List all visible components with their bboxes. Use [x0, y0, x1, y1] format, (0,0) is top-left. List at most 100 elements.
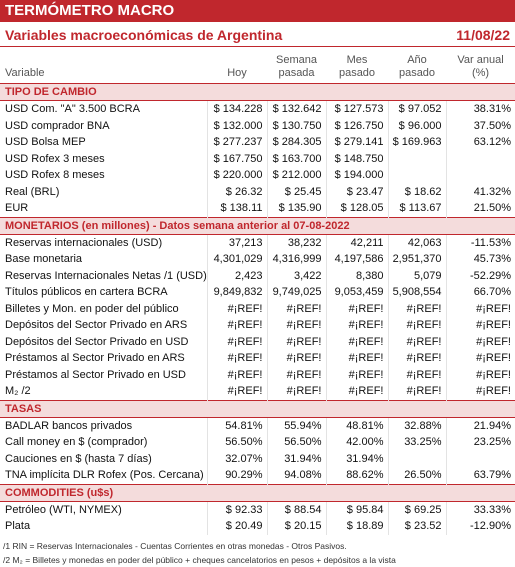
- section-row: COMMODITIES (u$s): [0, 483, 515, 502]
- cell: $ 113.67: [387, 200, 446, 217]
- cell: 37.50%: [445, 117, 515, 134]
- column-header: Var anual (%): [446, 47, 515, 84]
- date: 11/08/22: [456, 27, 510, 43]
- cell: 5,908,554: [387, 284, 446, 301]
- data-row: Reservas Internacionales Netas /1 (USD) 2…: [0, 267, 515, 284]
- column-header: Mes pasado: [326, 47, 388, 84]
- data-row: Base monetaria 4,301,029 4,316,999 4,197,58…: [0, 251, 515, 268]
- cell: #¡REF!: [445, 350, 515, 367]
- cell: 90.29%: [206, 467, 267, 484]
- data-row: USD Com. "A" 3.500 BCRA $ 134.228 $ 132.64…: [0, 100, 515, 118]
- cell: 88.62%: [325, 467, 388, 484]
- data-row: Billetes y Mon. en poder del público #¡RE…: [0, 300, 515, 317]
- cell: 2,423: [206, 267, 267, 284]
- cell: $ 26.32: [206, 183, 267, 200]
- cell: $ 69.25: [387, 501, 446, 518]
- cell: [445, 450, 515, 467]
- cell: [387, 150, 446, 167]
- cell: $ 25.45: [266, 183, 326, 200]
- data-row: Reservas internacionales (USD) 37,213 38,2…: [0, 234, 515, 251]
- data-row: Call money en $ (comprador) 56.50% 56.50% 4…: [0, 434, 515, 451]
- cell: 56.50%: [206, 434, 267, 451]
- data-row: Cauciones en $ (hasta 7 días) 32.07% 31.94…: [0, 450, 515, 467]
- cell: 31.94%: [325, 450, 388, 467]
- cell: [445, 150, 515, 167]
- cell: #¡REF!: [206, 383, 267, 400]
- data-row: Depósitos del Sector Privado en USD #¡REF…: [0, 333, 515, 350]
- column-header: Semana pasada: [267, 47, 326, 84]
- cell: #¡REF!: [445, 383, 515, 400]
- cell: $ 20.15: [266, 518, 326, 535]
- cell: #¡REF!: [206, 366, 267, 383]
- row-label: Call money en $ (comprador): [5, 436, 148, 449]
- cell: $ 148.750: [325, 150, 388, 167]
- row-label: USD comprador BNA: [5, 119, 110, 132]
- column-header: Variable: [0, 47, 207, 84]
- row-label: USD Bolsa MEP: [5, 136, 86, 149]
- cell: #¡REF!: [325, 317, 388, 334]
- cell: $ 88.54: [266, 501, 326, 518]
- column-header: Hoy: [207, 47, 267, 84]
- row-label: EUR: [5, 202, 29, 215]
- cell: #¡REF!: [266, 317, 326, 334]
- section-title: COMMODITIES (u$s): [0, 483, 515, 502]
- cell: $ 126.750: [325, 117, 388, 134]
- cell: #¡REF!: [387, 383, 446, 400]
- cell: 63.12%: [445, 134, 515, 151]
- cell: #¡REF!: [266, 383, 326, 400]
- cell: $ 23.52: [387, 518, 446, 535]
- cell: 31.94%: [266, 450, 326, 467]
- cell: -52.29%: [445, 267, 515, 284]
- cell: $ 130.750: [266, 117, 326, 134]
- data-row: Real (BRL) $ 26.32 $ 25.45 $ 23.47 $ 18.62 41…: [0, 183, 515, 200]
- cell: 4,301,029: [206, 251, 267, 268]
- cell: $ 128.05: [325, 200, 388, 217]
- row-label: USD Rofex 3 meses: [5, 152, 105, 165]
- cell: $ 23.47: [325, 183, 388, 200]
- data-row: TNA implícita DLR Rofex (Pos. Cercana) 90…: [0, 467, 515, 484]
- cell: 38,232: [266, 234, 326, 251]
- section-row: MONETARIOS (en millones) - Datos semana …: [0, 216, 515, 235]
- cell: -11.53%: [445, 234, 515, 251]
- cell: #¡REF!: [387, 350, 446, 367]
- data-row: USD comprador BNA $ 132.000 $ 130.750 $ 126…: [0, 117, 515, 134]
- cell: 33.33%: [445, 501, 515, 518]
- cell: 9,849,832: [206, 284, 267, 301]
- footnote: /1 RIN = Reservas Internacionales - Cuen…: [3, 540, 347, 551]
- cell: 5,079: [387, 267, 446, 284]
- cell: $ 220.000: [206, 167, 267, 184]
- row-label: Reservas internacionales (USD): [5, 236, 163, 249]
- cell: $ 163.700: [266, 150, 326, 167]
- cell: 66.70%: [445, 284, 515, 301]
- cell: 48.81%: [325, 417, 388, 434]
- cell: 94.08%: [266, 467, 326, 484]
- cell: #¡REF!: [387, 317, 446, 334]
- row-label: M₂ /2: [5, 385, 31, 398]
- cell: 55.94%: [266, 417, 326, 434]
- cell: 45.73%: [445, 251, 515, 268]
- cell: 2,951,370: [387, 251, 446, 268]
- cell: 9,749,025: [266, 284, 326, 301]
- row-label: Billetes y Mon. en poder del público: [5, 302, 179, 315]
- cell: 54.81%: [206, 417, 267, 434]
- cell: 41.32%: [445, 183, 515, 200]
- data-row: BADLAR bancos privados 54.81% 55.94% 48.81%…: [0, 417, 515, 434]
- cell: #¡REF!: [325, 300, 388, 317]
- cell: #¡REF!: [325, 350, 388, 367]
- cell: #¡REF!: [206, 350, 267, 367]
- data-row: Préstamos al Sector Privado en USD #¡REF!…: [0, 366, 515, 383]
- cell: 4,316,999: [266, 251, 326, 268]
- data-row: Plata $ 20.49 $ 20.15 $ 18.89 $ 23.52 -12.90%: [0, 518, 515, 535]
- data-row: Títulos públicos en cartera BCRA 9,849,83…: [0, 284, 515, 301]
- cell: $ 18.89: [325, 518, 388, 535]
- cell: $ 277.237: [206, 134, 267, 151]
- cell: $ 95.84: [325, 501, 388, 518]
- cell: $ 97.052: [387, 100, 446, 118]
- cell: #¡REF!: [445, 366, 515, 383]
- cell: $ 96.000: [387, 117, 446, 134]
- cell: [387, 450, 446, 467]
- cell: 37,213: [206, 234, 267, 251]
- column-header: Año pasado: [388, 47, 446, 84]
- subtitle: Variables macroeconómicas de Argentina: [5, 27, 283, 43]
- cell: #¡REF!: [266, 333, 326, 350]
